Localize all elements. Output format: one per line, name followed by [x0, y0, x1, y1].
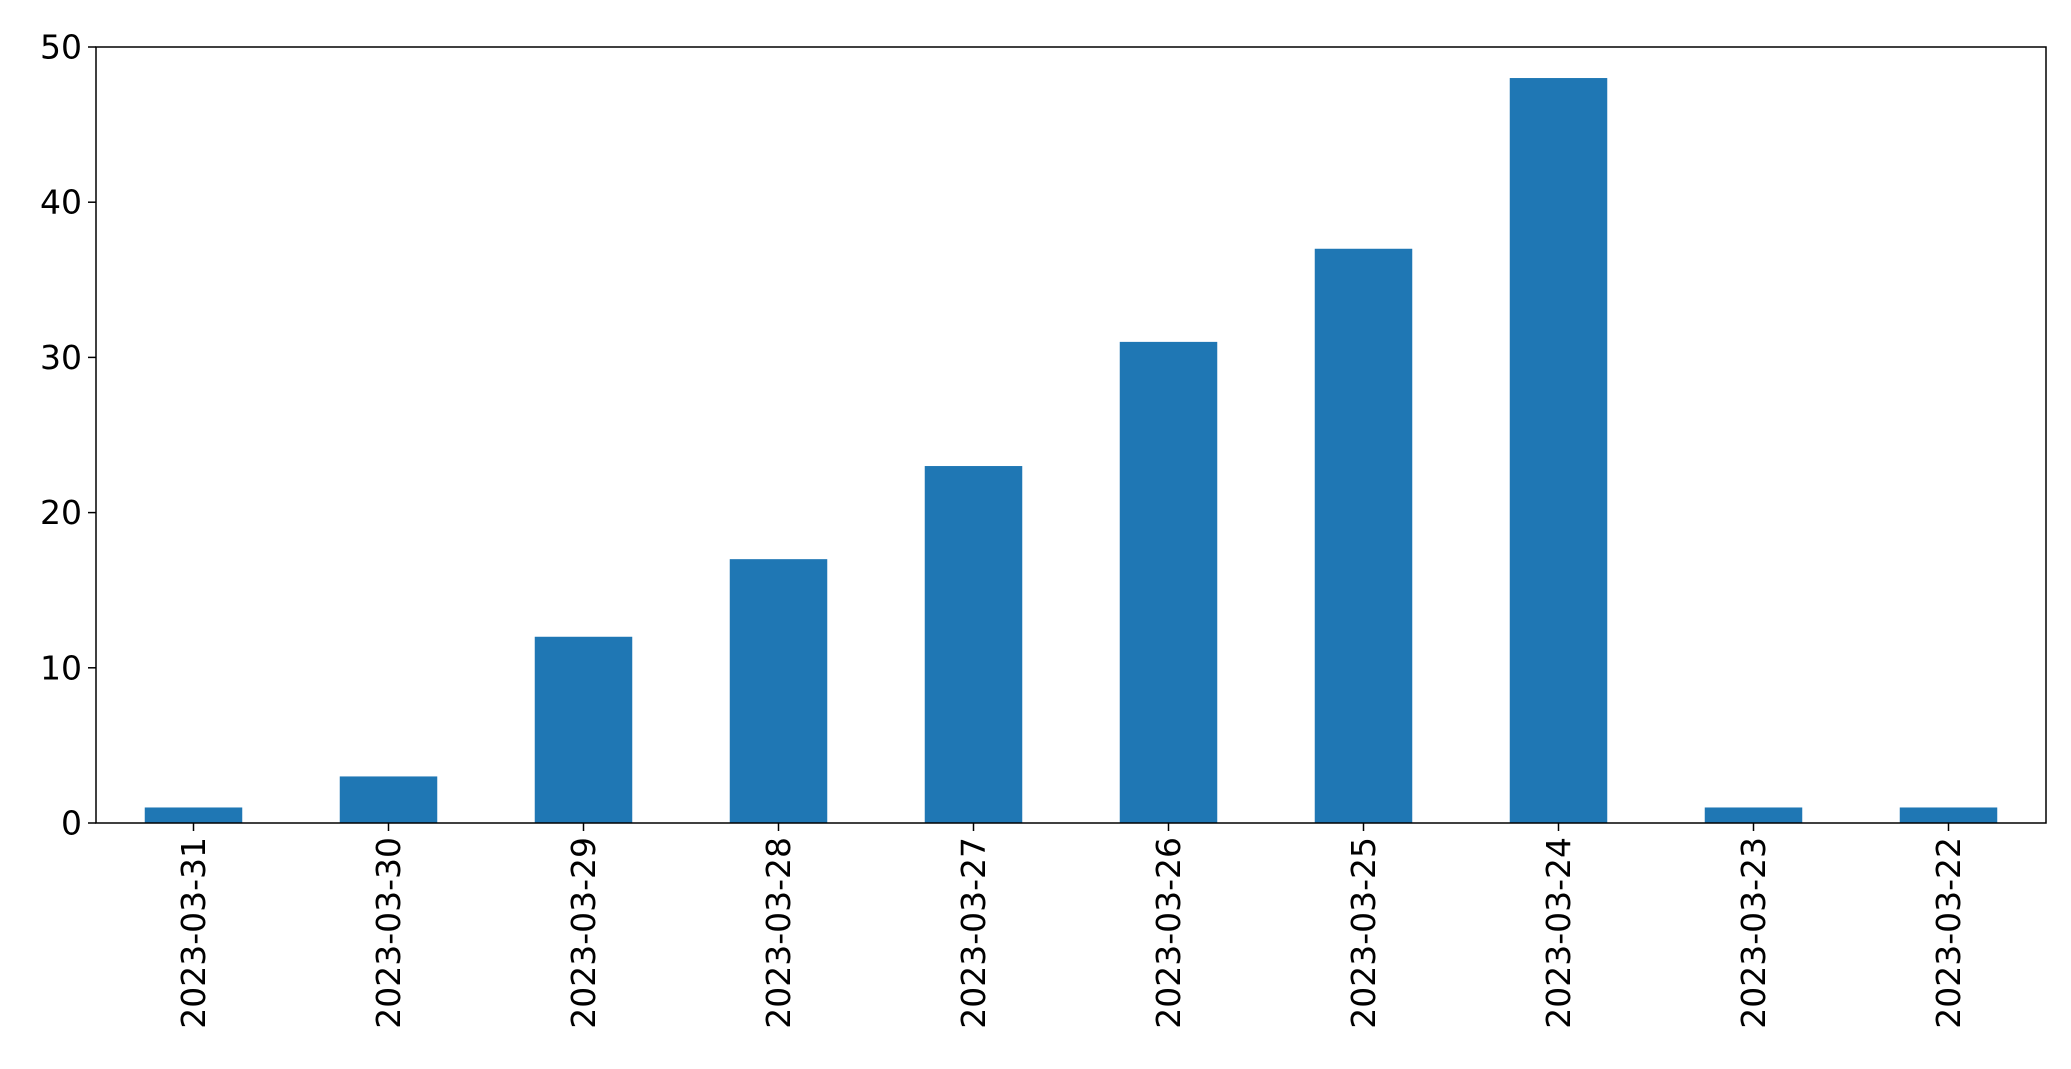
- x-tick-label: 2023-03-30: [369, 837, 408, 1029]
- x-tick-label: 2023-03-31: [174, 837, 213, 1029]
- bar-2023-03-28: [729, 559, 828, 823]
- bar-2023-03-29: [534, 636, 633, 823]
- bar-2023-03-23: [1704, 807, 1803, 823]
- x-tick-label: 2023-03-23: [1734, 837, 1773, 1029]
- y-tick-label: 20: [40, 493, 82, 532]
- plot-frame: [95, 46, 2047, 824]
- x-tick-label: 2023-03-27: [954, 837, 993, 1029]
- y-tick-label: 40: [40, 183, 82, 222]
- y-tick-label: 30: [40, 338, 82, 377]
- bar-2023-03-25: [1314, 248, 1413, 823]
- bar-2023-03-30: [339, 776, 438, 823]
- x-tick-label: 2023-03-24: [1539, 837, 1578, 1029]
- bar-2023-03-26: [1119, 341, 1218, 823]
- x-axis: 2023-03-31 2023-03-30 2023-03-29 2023-03-28…: [174, 823, 1968, 1029]
- x-tick-label: 2023-03-29: [564, 837, 603, 1029]
- y-tick-label: 0: [61, 804, 82, 843]
- y-axis: 0 10 20 30 40 50: [40, 28, 96, 843]
- bar-2023-03-27: [924, 466, 1023, 823]
- x-tick-label: 2023-03-28: [759, 837, 798, 1029]
- y-tick-label: 10: [40, 648, 82, 687]
- bar-2023-03-24: [1509, 78, 1608, 824]
- bar-2023-03-22: [1899, 807, 1998, 823]
- x-tick-label: 2023-03-25: [1344, 837, 1383, 1029]
- x-tick-label: 2023-03-26: [1149, 837, 1188, 1029]
- bar-2023-03-31: [144, 807, 243, 823]
- x-tick-label: 2023-03-22: [1929, 837, 1968, 1029]
- y-tick-label: 50: [40, 28, 82, 67]
- bar-series: [144, 78, 1998, 824]
